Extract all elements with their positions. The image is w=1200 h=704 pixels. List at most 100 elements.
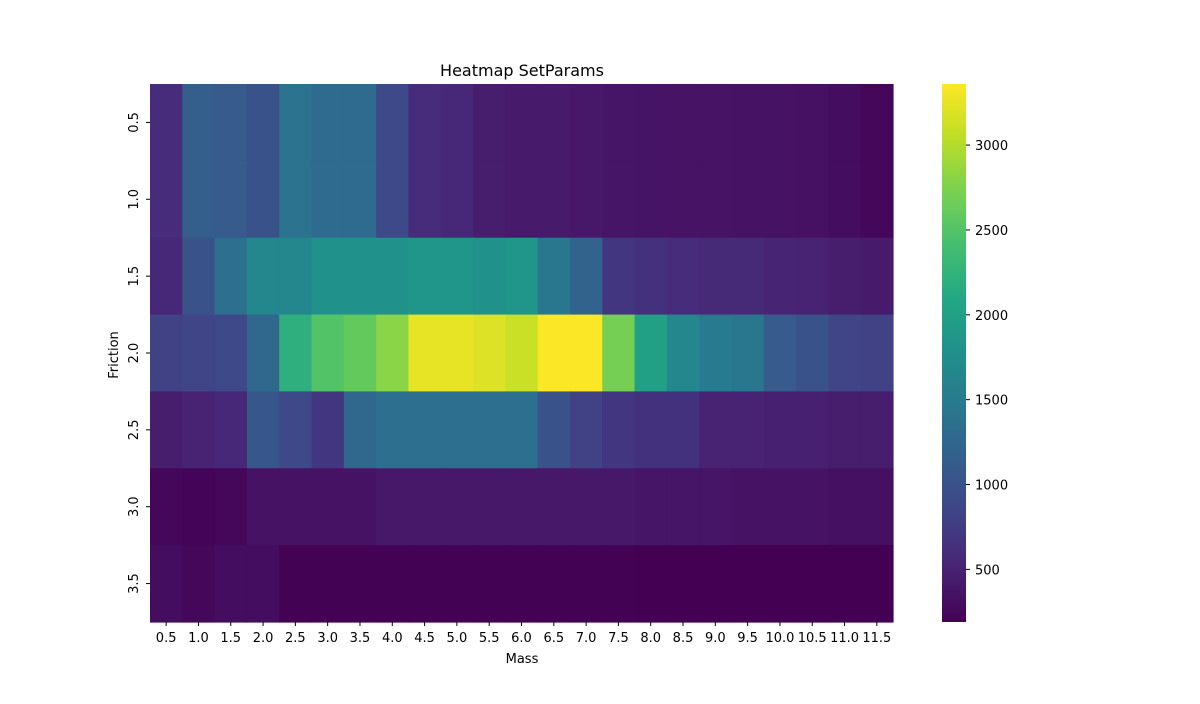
heatmap-cell: [666, 314, 700, 393]
heatmap-cell: [150, 545, 183, 623]
heatmap-cell: [505, 391, 539, 469]
heatmap-cell: [343, 160, 377, 239]
x-tick-label: 1.0: [188, 631, 209, 646]
heatmap-cell: [182, 237, 216, 316]
heatmap-cell: [311, 468, 345, 546]
heatmap-cell: [214, 160, 248, 239]
x-tick-label: 5.5: [479, 631, 500, 646]
heatmap-cell: [699, 84, 733, 162]
colorbar: [942, 84, 966, 622]
heatmap-cell: [440, 314, 474, 393]
heatmap-cell: [150, 160, 183, 239]
heatmap-cell: [246, 237, 280, 316]
x-tick-label: 7.5: [608, 631, 629, 646]
colorbar-tick-label: 1500: [975, 394, 1008, 409]
x-tick-label: 6.5: [543, 631, 564, 646]
heatmap-cell: [537, 545, 571, 623]
heatmap-cell: [376, 237, 410, 316]
heatmap-cell: [311, 160, 345, 239]
heatmap-cell: [279, 160, 313, 239]
heatmap-cell: [376, 545, 410, 623]
heatmap-cell: [505, 237, 539, 316]
heatmap-cell: [376, 84, 410, 162]
heatmap-cell: [763, 391, 797, 469]
heatmap-cell: [666, 391, 700, 469]
heatmap-cell: [214, 237, 248, 316]
heatmap-cell: [473, 314, 506, 393]
heatmap-cell: [763, 314, 797, 393]
colorbar-tick-label: 1000: [975, 479, 1008, 494]
heatmap-cell: [440, 237, 474, 316]
colorbar-ticks: 500 1000 1500 2000 2500 3000: [966, 139, 1008, 578]
y-tick-label: 0.5: [127, 112, 142, 133]
x-axis-ticks: 0.5 1.0 1.5 2.0 2.5 3.0 3.5 4.0 4.5 5.0 5.5 6.0 6.5 7…: [156, 622, 891, 646]
heatmap-cell: [279, 84, 313, 162]
colorbar-tick-label: 3000: [975, 139, 1008, 154]
heatmap-cell: [602, 314, 636, 393]
heatmap-cell: [473, 468, 506, 546]
heatmap-cell: [343, 84, 377, 162]
x-tick-label: 4.5: [414, 631, 435, 646]
heatmap-cell: [602, 391, 636, 469]
heatmap-cell: [569, 237, 603, 316]
chart-title: Heatmap SetParams: [440, 61, 604, 80]
heatmap-cell: [279, 545, 313, 623]
x-tick-label: 6.0: [511, 631, 532, 646]
x-tick-label: 1.5: [220, 631, 241, 646]
heatmap-cell: [343, 545, 377, 623]
heatmap-cells: [150, 84, 894, 623]
heatmap-cell: [699, 468, 733, 546]
heatmap-cell: [537, 391, 571, 469]
heatmap-cell: [731, 237, 765, 316]
heatmap-cell: [150, 237, 183, 316]
heatmap-cell: [376, 468, 410, 546]
heatmap-cell: [246, 545, 280, 623]
heatmap-cell: [343, 468, 377, 546]
heatmap-cell: [569, 84, 603, 162]
heatmap-cell: [860, 237, 894, 316]
heatmap-cell: [150, 314, 183, 393]
heatmap-cell: [408, 84, 442, 162]
heatmap-cell: [763, 545, 797, 623]
heatmap-cell: [473, 160, 506, 239]
y-axis-ticks: 0.5 1.0 1.5 2.0 2.5 3.0 3.5: [127, 112, 150, 594]
x-tick-label: 7.0: [576, 631, 597, 646]
heatmap-cell: [343, 391, 377, 469]
heatmap-cell: [279, 391, 313, 469]
colorbar-tick-label: 500: [975, 563, 1000, 578]
heatmap-cell: [860, 545, 894, 623]
heatmap-cell: [796, 160, 829, 239]
x-tick-label: 9.5: [737, 631, 758, 646]
heatmap-cell: [569, 160, 603, 239]
heatmap-cell: [440, 160, 474, 239]
heatmap-cell: [279, 237, 313, 316]
x-tick-label: 3.0: [317, 631, 338, 646]
heatmap-cell: [602, 84, 636, 162]
heatmap-cell: [731, 391, 765, 469]
heatmap-cell: [537, 314, 571, 393]
heatmap-cell: [860, 160, 894, 239]
x-tick-label: 2.0: [253, 631, 274, 646]
heatmap-cell: [246, 391, 280, 469]
heatmap-cell: [828, 237, 862, 316]
heatmap-cell: [182, 391, 216, 469]
heatmap-cell: [473, 237, 506, 316]
heatmap-cell: [828, 468, 862, 546]
heatmap-cell: [860, 84, 894, 162]
heatmap-cell: [150, 391, 183, 469]
y-tick-label: 1.5: [127, 266, 142, 287]
colorbar-tick-label: 2500: [975, 224, 1008, 239]
heatmap-cell: [246, 84, 280, 162]
heatmap-cell: [828, 160, 862, 239]
heatmap-cell: [182, 468, 216, 546]
heatmap-cell: [763, 160, 797, 239]
heatmap-cell: [279, 468, 313, 546]
x-tick-label: 10.0: [765, 631, 794, 646]
heatmap-cell: [440, 545, 474, 623]
y-axis-label: Friction: [107, 331, 122, 379]
heatmap-cell: [505, 84, 539, 162]
heatmap-cell: [796, 237, 829, 316]
heatmap-cell: [537, 468, 571, 546]
